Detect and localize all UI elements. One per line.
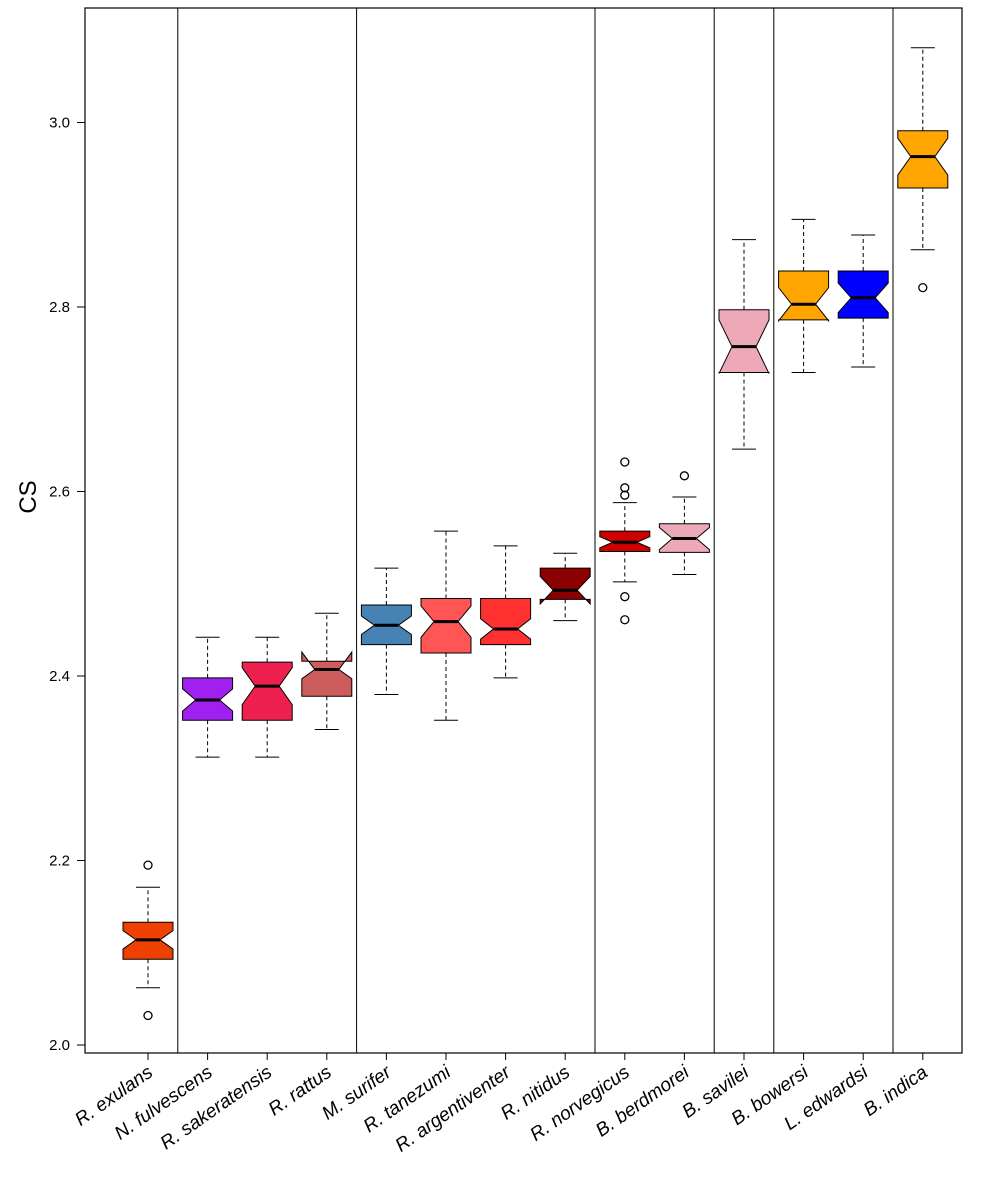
- box-body: [897, 130, 949, 189]
- box-group: [420, 530, 472, 721]
- outlier-point: [143, 1010, 153, 1021]
- y-tick-label: 2.4: [49, 668, 70, 685]
- plot-frame: [84, 7, 963, 1054]
- box-body: [420, 598, 472, 654]
- box-group: [718, 239, 770, 450]
- box-group: [539, 552, 591, 622]
- box-group: [182, 636, 234, 758]
- box-body: [241, 661, 293, 721]
- box-body: [301, 650, 353, 697]
- outlier-point: [679, 471, 690, 481]
- box-group: [658, 471, 710, 576]
- box-group: [122, 860, 174, 1021]
- y-tick-label: 3.0: [49, 115, 70, 132]
- y-axis-label: CS: [15, 480, 42, 513]
- box-body: [837, 270, 889, 319]
- y-tick-label: 2.0: [49, 1037, 70, 1054]
- box-body: [480, 598, 532, 646]
- box-group: [301, 612, 353, 731]
- outlier-point: [918, 282, 928, 293]
- outlier-point: [620, 457, 630, 467]
- outlier-point: [143, 860, 153, 870]
- box-group: [897, 47, 949, 293]
- y-tick-label: 2.6: [49, 484, 70, 501]
- box-body: [539, 567, 591, 606]
- box-group: [599, 457, 651, 625]
- boxes-layer: [122, 47, 949, 1021]
- x-category-label: R. norvegicus: [526, 1062, 634, 1146]
- box-group: [241, 636, 293, 758]
- group-separators: [177, 8, 894, 1053]
- x-category-label: B. indica: [860, 1062, 932, 1121]
- box-group: [778, 218, 830, 373]
- y-tick-label: 2.2: [49, 853, 70, 870]
- y-tick-label: 2.8: [49, 299, 70, 316]
- y-axis: 2.0 2.2 2.4 2.6 2.8 3.0: [49, 115, 85, 1054]
- box-body: [718, 309, 770, 374]
- outlier-point: [620, 490, 630, 500]
- box-group: [837, 234, 889, 368]
- outlier-point: [620, 592, 630, 602]
- box-body: [778, 270, 830, 323]
- box-group: [360, 567, 412, 695]
- box-group: [480, 545, 532, 679]
- outlier-point: [620, 615, 630, 625]
